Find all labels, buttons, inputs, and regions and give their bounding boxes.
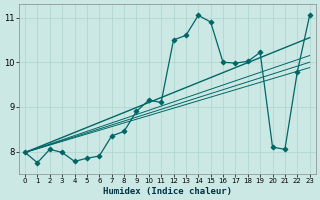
Point [84,157,90,160]
Point [295,70,300,74]
Point [307,14,312,17]
Point [134,110,139,113]
Point [220,61,226,64]
Point [122,130,127,133]
Point [159,101,164,104]
Point [171,38,176,41]
Point [109,134,114,138]
Point [60,151,65,154]
Point [258,51,263,54]
Point [282,148,287,151]
Point [183,34,188,37]
Point [146,99,151,102]
Point [208,20,213,24]
Point [97,154,102,158]
X-axis label: Humidex (Indice chaleur): Humidex (Indice chaleur) [103,187,232,196]
Point [35,161,40,164]
Point [270,145,275,149]
Point [245,60,250,63]
Point [196,14,201,17]
Point [47,148,52,151]
Point [22,151,28,154]
Point [233,62,238,65]
Point [72,160,77,163]
